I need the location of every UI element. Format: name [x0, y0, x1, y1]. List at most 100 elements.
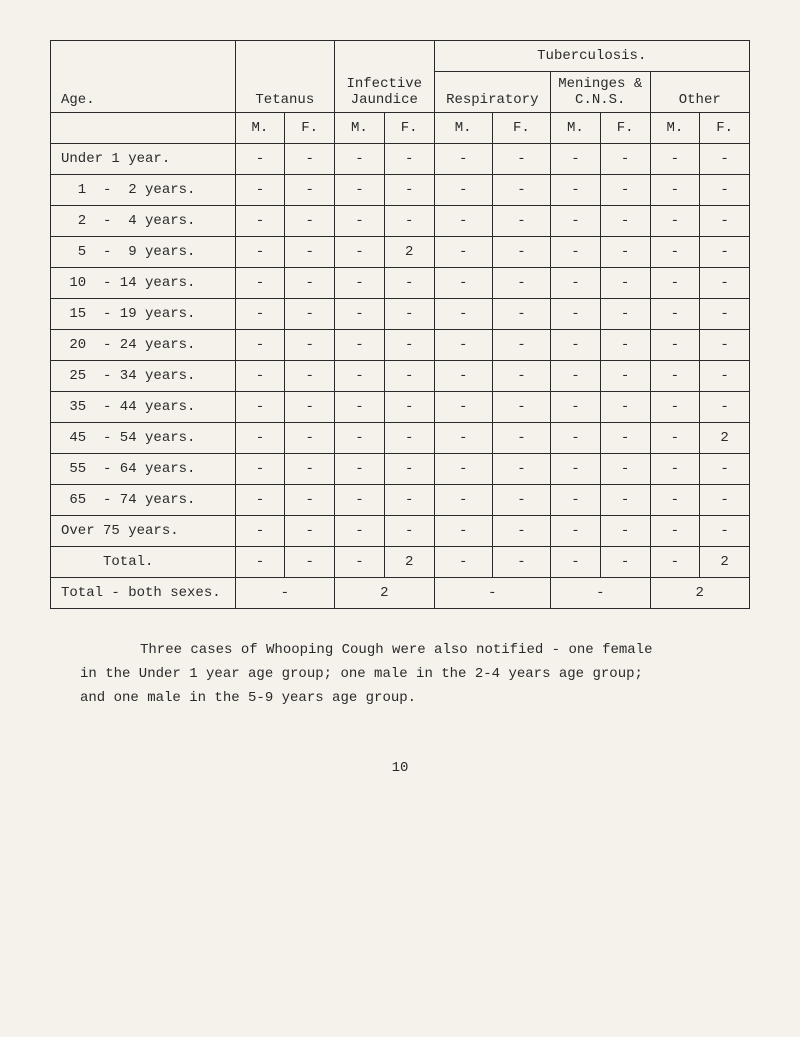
data-cell: -: [700, 237, 750, 268]
data-cell: -: [551, 237, 601, 268]
data-cell: -: [600, 175, 650, 206]
age-cell: 45 - 54 years.: [51, 423, 236, 454]
table-row: 65 - 74 years.----------: [51, 485, 750, 516]
data-cell: -: [492, 175, 550, 206]
table-row: 20 - 24 years.----------: [51, 330, 750, 361]
both-sexes-cell: -: [434, 578, 551, 609]
data-cell: -: [492, 299, 550, 330]
data-cell: -: [384, 361, 434, 392]
col-meninges: Meninges & C.N.S.: [551, 72, 650, 113]
data-cell: -: [700, 206, 750, 237]
data-cell: -: [492, 485, 550, 516]
both-sexes-label: Total - both sexes.: [51, 578, 236, 609]
data-cell: -: [285, 392, 335, 423]
total-cell: -: [285, 547, 335, 578]
data-cell: -: [235, 454, 285, 485]
data-cell: -: [434, 392, 492, 423]
data-cell: -: [600, 485, 650, 516]
data-cell: -: [384, 330, 434, 361]
data-cell: -: [600, 144, 650, 175]
data-cell: -: [335, 516, 385, 547]
data-cell: -: [551, 361, 601, 392]
mf-label: F.: [285, 113, 335, 144]
data-cell: -: [650, 299, 700, 330]
table-row: Under 1 year.----------: [51, 144, 750, 175]
total-cell: -: [492, 547, 550, 578]
table-row: 25 - 34 years.----------: [51, 361, 750, 392]
disease-age-table: Age. Tetanus Infective Jaundice Tubercul…: [50, 40, 750, 609]
data-cell: -: [235, 175, 285, 206]
data-cell: -: [650, 516, 700, 547]
age-cell: Under 1 year.: [51, 144, 236, 175]
data-cell: -: [285, 237, 335, 268]
data-cell: -: [434, 423, 492, 454]
data-cell: -: [650, 206, 700, 237]
data-cell: -: [600, 206, 650, 237]
data-cell: -: [650, 392, 700, 423]
data-cell: -: [335, 392, 385, 423]
footnote-line: in the Under 1 year age group; one male …: [80, 663, 720, 687]
data-cell: -: [235, 330, 285, 361]
data-cell: -: [600, 299, 650, 330]
footnote-line: and one male in the 5-9 years age group.: [80, 687, 720, 711]
data-cell: -: [600, 361, 650, 392]
footnote-line: Three cases of Whooping Cough were also …: [80, 639, 720, 663]
data-cell: -: [650, 237, 700, 268]
header-row-1: Age. Tetanus Infective Jaundice Tubercul…: [51, 41, 750, 72]
age-cell: 10 - 14 years.: [51, 268, 236, 299]
data-cell: -: [650, 330, 700, 361]
data-cell: -: [434, 268, 492, 299]
mf-label: M.: [235, 113, 285, 144]
table-row: Over 75 years.----------: [51, 516, 750, 547]
table-row: 45 - 54 years.---------2: [51, 423, 750, 454]
mf-label: F.: [492, 113, 550, 144]
data-cell: -: [434, 237, 492, 268]
mf-label: M.: [434, 113, 492, 144]
col-age: Age.: [51, 41, 236, 113]
data-cell: -: [235, 144, 285, 175]
header-row-mf: M. F. M. F. M. F. M. F. M. F.: [51, 113, 750, 144]
data-cell: -: [335, 485, 385, 516]
data-cell: -: [492, 516, 550, 547]
age-cell: 1 - 2 years.: [51, 175, 236, 206]
data-cell: -: [650, 423, 700, 454]
data-cell: -: [235, 237, 285, 268]
data-cell: -: [335, 330, 385, 361]
data-cell: -: [384, 144, 434, 175]
total-cell: -: [235, 547, 285, 578]
data-cell: -: [551, 268, 601, 299]
total-cell: -: [335, 547, 385, 578]
data-cell: -: [384, 454, 434, 485]
data-cell: -: [492, 268, 550, 299]
data-cell: -: [285, 330, 335, 361]
data-cell: -: [551, 392, 601, 423]
data-cell: 2: [700, 423, 750, 454]
data-cell: -: [600, 268, 650, 299]
data-cell: -: [492, 423, 550, 454]
data-cell: -: [600, 516, 650, 547]
data-cell: -: [285, 299, 335, 330]
data-cell: -: [700, 516, 750, 547]
col-tuberculosis: Tuberculosis.: [434, 41, 749, 72]
data-cell: -: [235, 206, 285, 237]
data-cell: -: [384, 206, 434, 237]
mf-label: M.: [650, 113, 700, 144]
table-row: 55 - 64 years.----------: [51, 454, 750, 485]
total-cell: 2: [384, 547, 434, 578]
table-row: 1 - 2 years.----------: [51, 175, 750, 206]
col-respiratory: Respiratory: [434, 72, 551, 113]
data-cell: -: [285, 144, 335, 175]
data-cell: -: [434, 299, 492, 330]
age-cell: 20 - 24 years.: [51, 330, 236, 361]
data-cell: -: [650, 144, 700, 175]
data-cell: -: [335, 454, 385, 485]
age-cell: 5 - 9 years.: [51, 237, 236, 268]
total-cell: -: [551, 547, 601, 578]
data-cell: -: [492, 454, 550, 485]
blank: [51, 113, 236, 144]
data-cell: -: [335, 237, 385, 268]
data-cell: -: [492, 237, 550, 268]
data-cell: -: [700, 175, 750, 206]
data-cell: -: [700, 330, 750, 361]
data-cell: -: [384, 268, 434, 299]
